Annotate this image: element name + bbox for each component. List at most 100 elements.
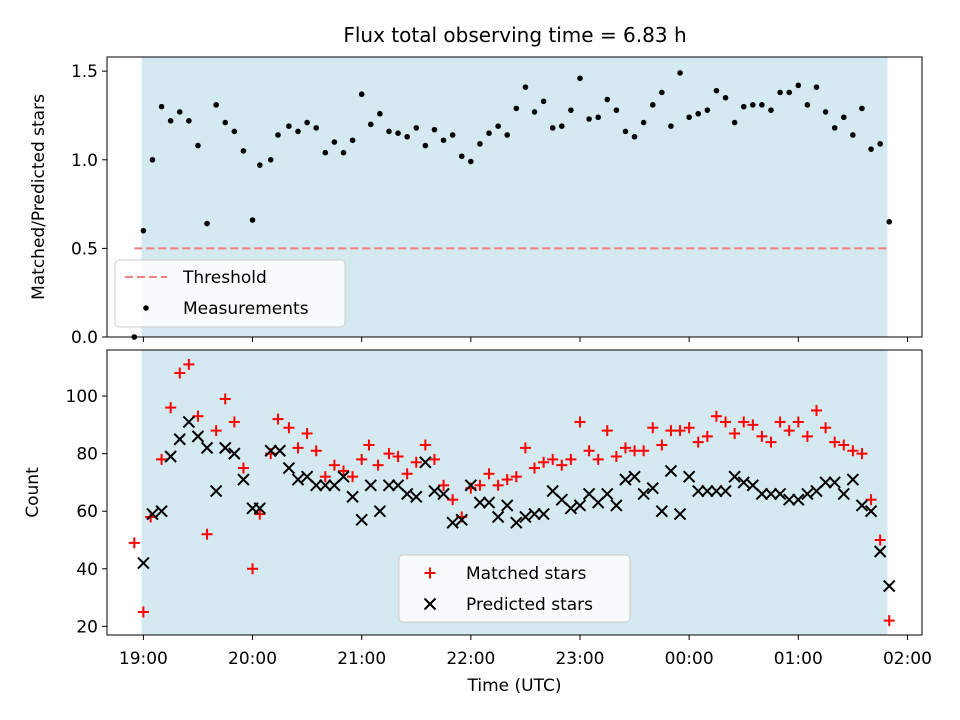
matched-star-point [838, 439, 850, 451]
predicted-star-point [846, 473, 860, 486]
predicted-star-point [519, 510, 532, 524]
measurement-point [786, 89, 792, 96]
measurement-point [795, 82, 802, 89]
matched-star-point [601, 425, 613, 437]
predicted-star-point [755, 487, 769, 501]
top-y-axis-label: Matched/Predicted stars [29, 94, 49, 300]
measurement-point [468, 158, 474, 165]
predicted-star-point [428, 484, 441, 498]
matched-star-point [610, 451, 622, 463]
measurement-point [477, 141, 483, 147]
matched-star-point [647, 422, 659, 434]
matched-star-point [774, 416, 786, 428]
measurement-point [222, 119, 229, 126]
matched-star-point [228, 416, 240, 428]
predicted-star-point [819, 476, 832, 489]
matched-star-point [592, 453, 604, 465]
bottom-plot-frame [106, 349, 923, 636]
matched-star-point [829, 436, 841, 448]
measurement-point [358, 91, 365, 98]
predicted-star-point [837, 487, 850, 501]
measurement-point [486, 130, 492, 137]
predicted-star-point [264, 444, 277, 457]
matched-star-point [319, 471, 331, 483]
measurement-point [249, 217, 256, 223]
matched-star-point [419, 439, 431, 451]
matched-star-point [401, 468, 413, 480]
predicted-star-point [710, 484, 723, 498]
matched-star-point [356, 453, 368, 465]
predicted-star-point [737, 476, 750, 489]
measurement-point [631, 133, 638, 140]
predicted-star-point [873, 545, 887, 558]
measurement-point [386, 128, 392, 135]
predicted-star-point [537, 507, 550, 521]
measurement-point [440, 137, 447, 144]
chart-title: Flux total observing time = 6.83 h [343, 23, 686, 47]
measurement-point [240, 148, 247, 154]
measurement-point [622, 128, 629, 135]
top-y-axis-ticks: 0.0 0.5 1.0 1.5 [71, 62, 107, 348]
measurement-point [395, 130, 401, 137]
matched-star-point [272, 413, 284, 425]
matched-star-point [574, 416, 586, 428]
measurement-point [504, 132, 511, 138]
measurement-point [831, 125, 838, 131]
measurement-point [586, 116, 592, 122]
predicted-star-point [437, 487, 450, 501]
measurement-point [549, 125, 556, 131]
matched-star-point [137, 606, 149, 618]
measurement-point [840, 114, 847, 121]
predicted-star-point [228, 447, 241, 460]
measurement-point [613, 107, 620, 113]
matched-star-point [874, 534, 886, 546]
predicted-star-point [501, 499, 514, 512]
predicted-star-point [701, 484, 714, 498]
xtick-label: 19:00 [119, 649, 168, 669]
measurement-point [868, 146, 874, 152]
matched-star-point [756, 430, 768, 442]
matched-star-point [156, 453, 168, 465]
top-ytick-label: 0.5 [71, 239, 98, 259]
measurement-point [713, 87, 720, 94]
predicted-star-point [655, 505, 669, 518]
measurement-point [349, 137, 356, 144]
measurement-point [695, 110, 702, 117]
predicted-star-point [628, 470, 641, 483]
predicted-star-point [764, 487, 778, 501]
matched-star-point [438, 479, 450, 491]
predicted-star-point [864, 505, 878, 518]
predicted-star-point [191, 430, 205, 443]
measurement-point [449, 132, 456, 138]
measurement-point [257, 162, 263, 168]
measurement-point [686, 114, 692, 121]
predicted-star-point [646, 481, 659, 495]
predicted-star-point [237, 473, 250, 486]
legend-plus-marker [424, 567, 436, 579]
bottom-legend-box [398, 554, 631, 623]
matched-star-point [747, 419, 759, 431]
matched-star-point [538, 456, 550, 468]
measurement-point [704, 107, 711, 113]
measurement-point [313, 125, 320, 131]
predicted-star-point [419, 456, 432, 469]
measurement-point [540, 98, 547, 105]
matched-star-point [174, 367, 186, 379]
matched-star-point [656, 439, 668, 451]
matched-star-point [363, 439, 375, 451]
measurement-point [668, 123, 674, 129]
measurement-point [604, 96, 611, 103]
measurement-point [231, 128, 238, 135]
measurement-point [649, 102, 656, 108]
measurement-point [267, 156, 274, 163]
legend-matched-label: Matched stars [466, 564, 586, 584]
matched-star-point [328, 459, 340, 471]
xtick-label: 20:00 [228, 649, 277, 669]
matched-star-point [738, 416, 750, 428]
predicted-star-point [728, 470, 741, 483]
xtick-label: 23:00 [555, 649, 604, 669]
measurement-point [595, 114, 601, 121]
matched-star-point [783, 425, 795, 437]
matched-star-point [710, 410, 722, 422]
